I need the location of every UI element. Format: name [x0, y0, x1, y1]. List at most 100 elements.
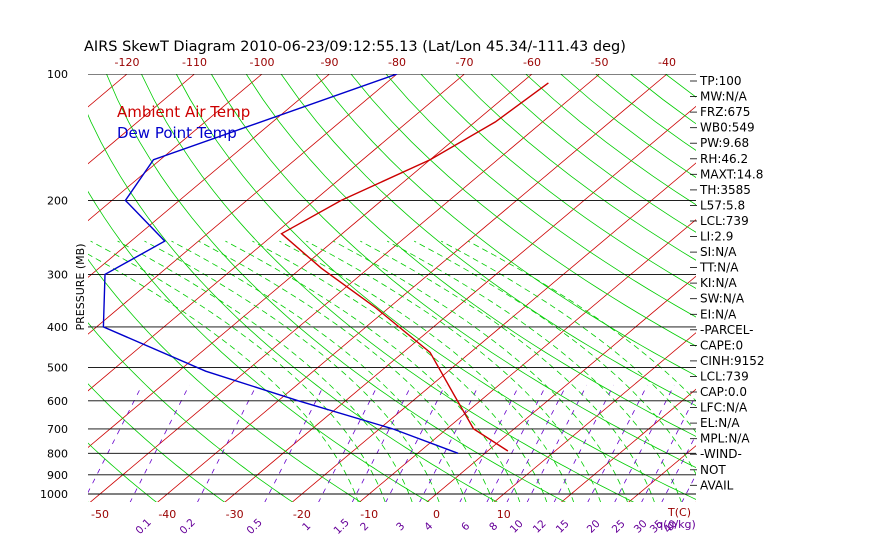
index-item: TH:3585 [699, 183, 751, 197]
mixing-ratio-line [264, 384, 325, 502]
dry-adiabat-line [805, 74, 870, 505]
index-item: LI:2.9 [700, 230, 733, 244]
mixing-ratio-line [553, 384, 614, 502]
mixing-ratio-line [661, 434, 696, 502]
mixing-ratio-line [526, 384, 588, 502]
legend: Ambient Air Temp Dew Point Temp [117, 103, 250, 142]
index-item: NOT [700, 463, 726, 477]
index-item: -WIND- [700, 447, 742, 461]
top-temp-tick-label: -40 [658, 56, 676, 69]
bottom-temp-tick-label: -50 [91, 508, 109, 521]
dry-adiabat-line [280, 74, 696, 407]
pressure-tick-label: 500 [47, 362, 68, 375]
chart-title: AIRS SkewT Diagram 2010-06-23/09:12:55.1… [84, 39, 626, 55]
mixing-ratio-tick-label: 1.5 [332, 517, 352, 537]
dry-adiabat-line [455, 74, 696, 261]
isotherm-line [88, 74, 465, 392]
pressure-tick-label: 800 [47, 447, 68, 460]
mixing-ratio-tick-label: 8 [487, 520, 500, 533]
index-item: LCL:739 [700, 214, 749, 228]
isotherm-line [157, 74, 668, 502]
moist-adiabat-line [117, 240, 413, 502]
isotherm-line [0, 74, 60, 503]
isotherm-line [224, 105, 696, 502]
mixing-ratio-tick-label: 3 [394, 520, 407, 533]
isotherm-line [291, 162, 696, 502]
mixing-ratio-tick-label: 0.1 [134, 517, 154, 537]
legend-item-ambient-air-temp: Ambient Air Temp [117, 103, 250, 121]
moist-adiabat-line [387, 240, 682, 502]
mixing-ratio-tick-label: 6 [459, 520, 472, 533]
index-item: CINH:9152 [700, 354, 765, 368]
moist-adiabat-line [90, 240, 386, 502]
index-item: FRZ:675 [700, 105, 750, 119]
moist-adiabat-line [467, 240, 696, 402]
mixing-ratio-line [419, 384, 480, 502]
dry-adiabat-line [315, 74, 696, 377]
index-item: L57:5.8 [700, 198, 745, 212]
mixing-ratio-tick-label: 25 [610, 518, 628, 536]
mixing-ratio-line [486, 384, 547, 502]
isotherm-line [88, 74, 533, 448]
top-temp-tick-label: -70 [456, 56, 474, 69]
mixing-ratio-tick-label: 2 [358, 520, 371, 533]
index-item: WB0:549 [700, 121, 755, 135]
index-item: SI:N/A [700, 245, 737, 259]
isobar-lines [88, 74, 696, 495]
isotherm-line [88, 74, 195, 165]
mixing-ratio-tick-label: 4 [422, 520, 435, 533]
dry-adiabat-line [630, 74, 696, 125]
dew-point-temp-line [102, 74, 459, 454]
mixing-ratio-line [351, 384, 412, 502]
top-temp-tick-label: -100 [250, 56, 275, 69]
dry-adiabat-line [245, 74, 696, 437]
isotherm-line [426, 275, 696, 502]
pressure-tick-label: 1000 [40, 488, 68, 501]
moist-adiabat-line [360, 240, 655, 502]
dry-adiabat-line [525, 74, 696, 206]
bottom-temp-tick-label: -20 [293, 508, 311, 521]
moist-adiabat-line [414, 240, 696, 475]
index-item: LCL:739 [700, 369, 749, 383]
index-item: MW:N/A [700, 90, 748, 104]
index-item: MAXT:14.8 [700, 167, 763, 181]
moist-adiabat-line [225, 240, 521, 502]
dry-adiabat-line [840, 74, 870, 505]
index-item: SW:N/A [700, 292, 745, 306]
index-item: MPL:N/A [700, 432, 750, 446]
isotherm-line [830, 74, 870, 503]
dry-adiabat-line [210, 74, 696, 468]
ambient-air-temp-line [280, 82, 549, 452]
index-item: EI:N/A [700, 307, 737, 321]
moist-adiabat-line [333, 240, 628, 502]
isotherm-line [88, 74, 263, 222]
isotherm-line [493, 332, 696, 502]
pressure-tick-label: 400 [47, 321, 68, 334]
index-item: EL:N/A [700, 416, 740, 430]
bottom-temp-tick-label: 0 [433, 508, 440, 521]
moist-adiabat-line [441, 240, 696, 433]
pressure-tick-label: 700 [47, 423, 68, 436]
bottom-temp-tick-label: 10 [497, 508, 511, 521]
pressure-tick-label: 600 [47, 395, 68, 408]
dry-adiabat-line [735, 74, 870, 505]
mixing-ratio-line [318, 384, 379, 502]
index-item: TT:N/A [699, 261, 739, 275]
moist-adiabat-lines [88, 240, 696, 502]
mixing-ratio-line [614, 384, 675, 502]
index-item: CAPE:0 [700, 338, 743, 352]
mixing-ratio-line [587, 384, 648, 502]
dry-adiabat-line [420, 74, 696, 289]
isotherm-line [560, 388, 696, 502]
isotherm-line [89, 74, 600, 502]
mixing-ratio-line [197, 384, 257, 502]
dry-adiabat-line [665, 74, 696, 98]
plot-area [0, 74, 870, 505]
mixing-ratio-line [459, 384, 520, 502]
pressure-tick-label: 100 [47, 68, 68, 81]
isotherm-line [88, 74, 330, 278]
top-temp-tick-label: -110 [182, 56, 207, 69]
mixing-ratio-line [681, 473, 696, 502]
